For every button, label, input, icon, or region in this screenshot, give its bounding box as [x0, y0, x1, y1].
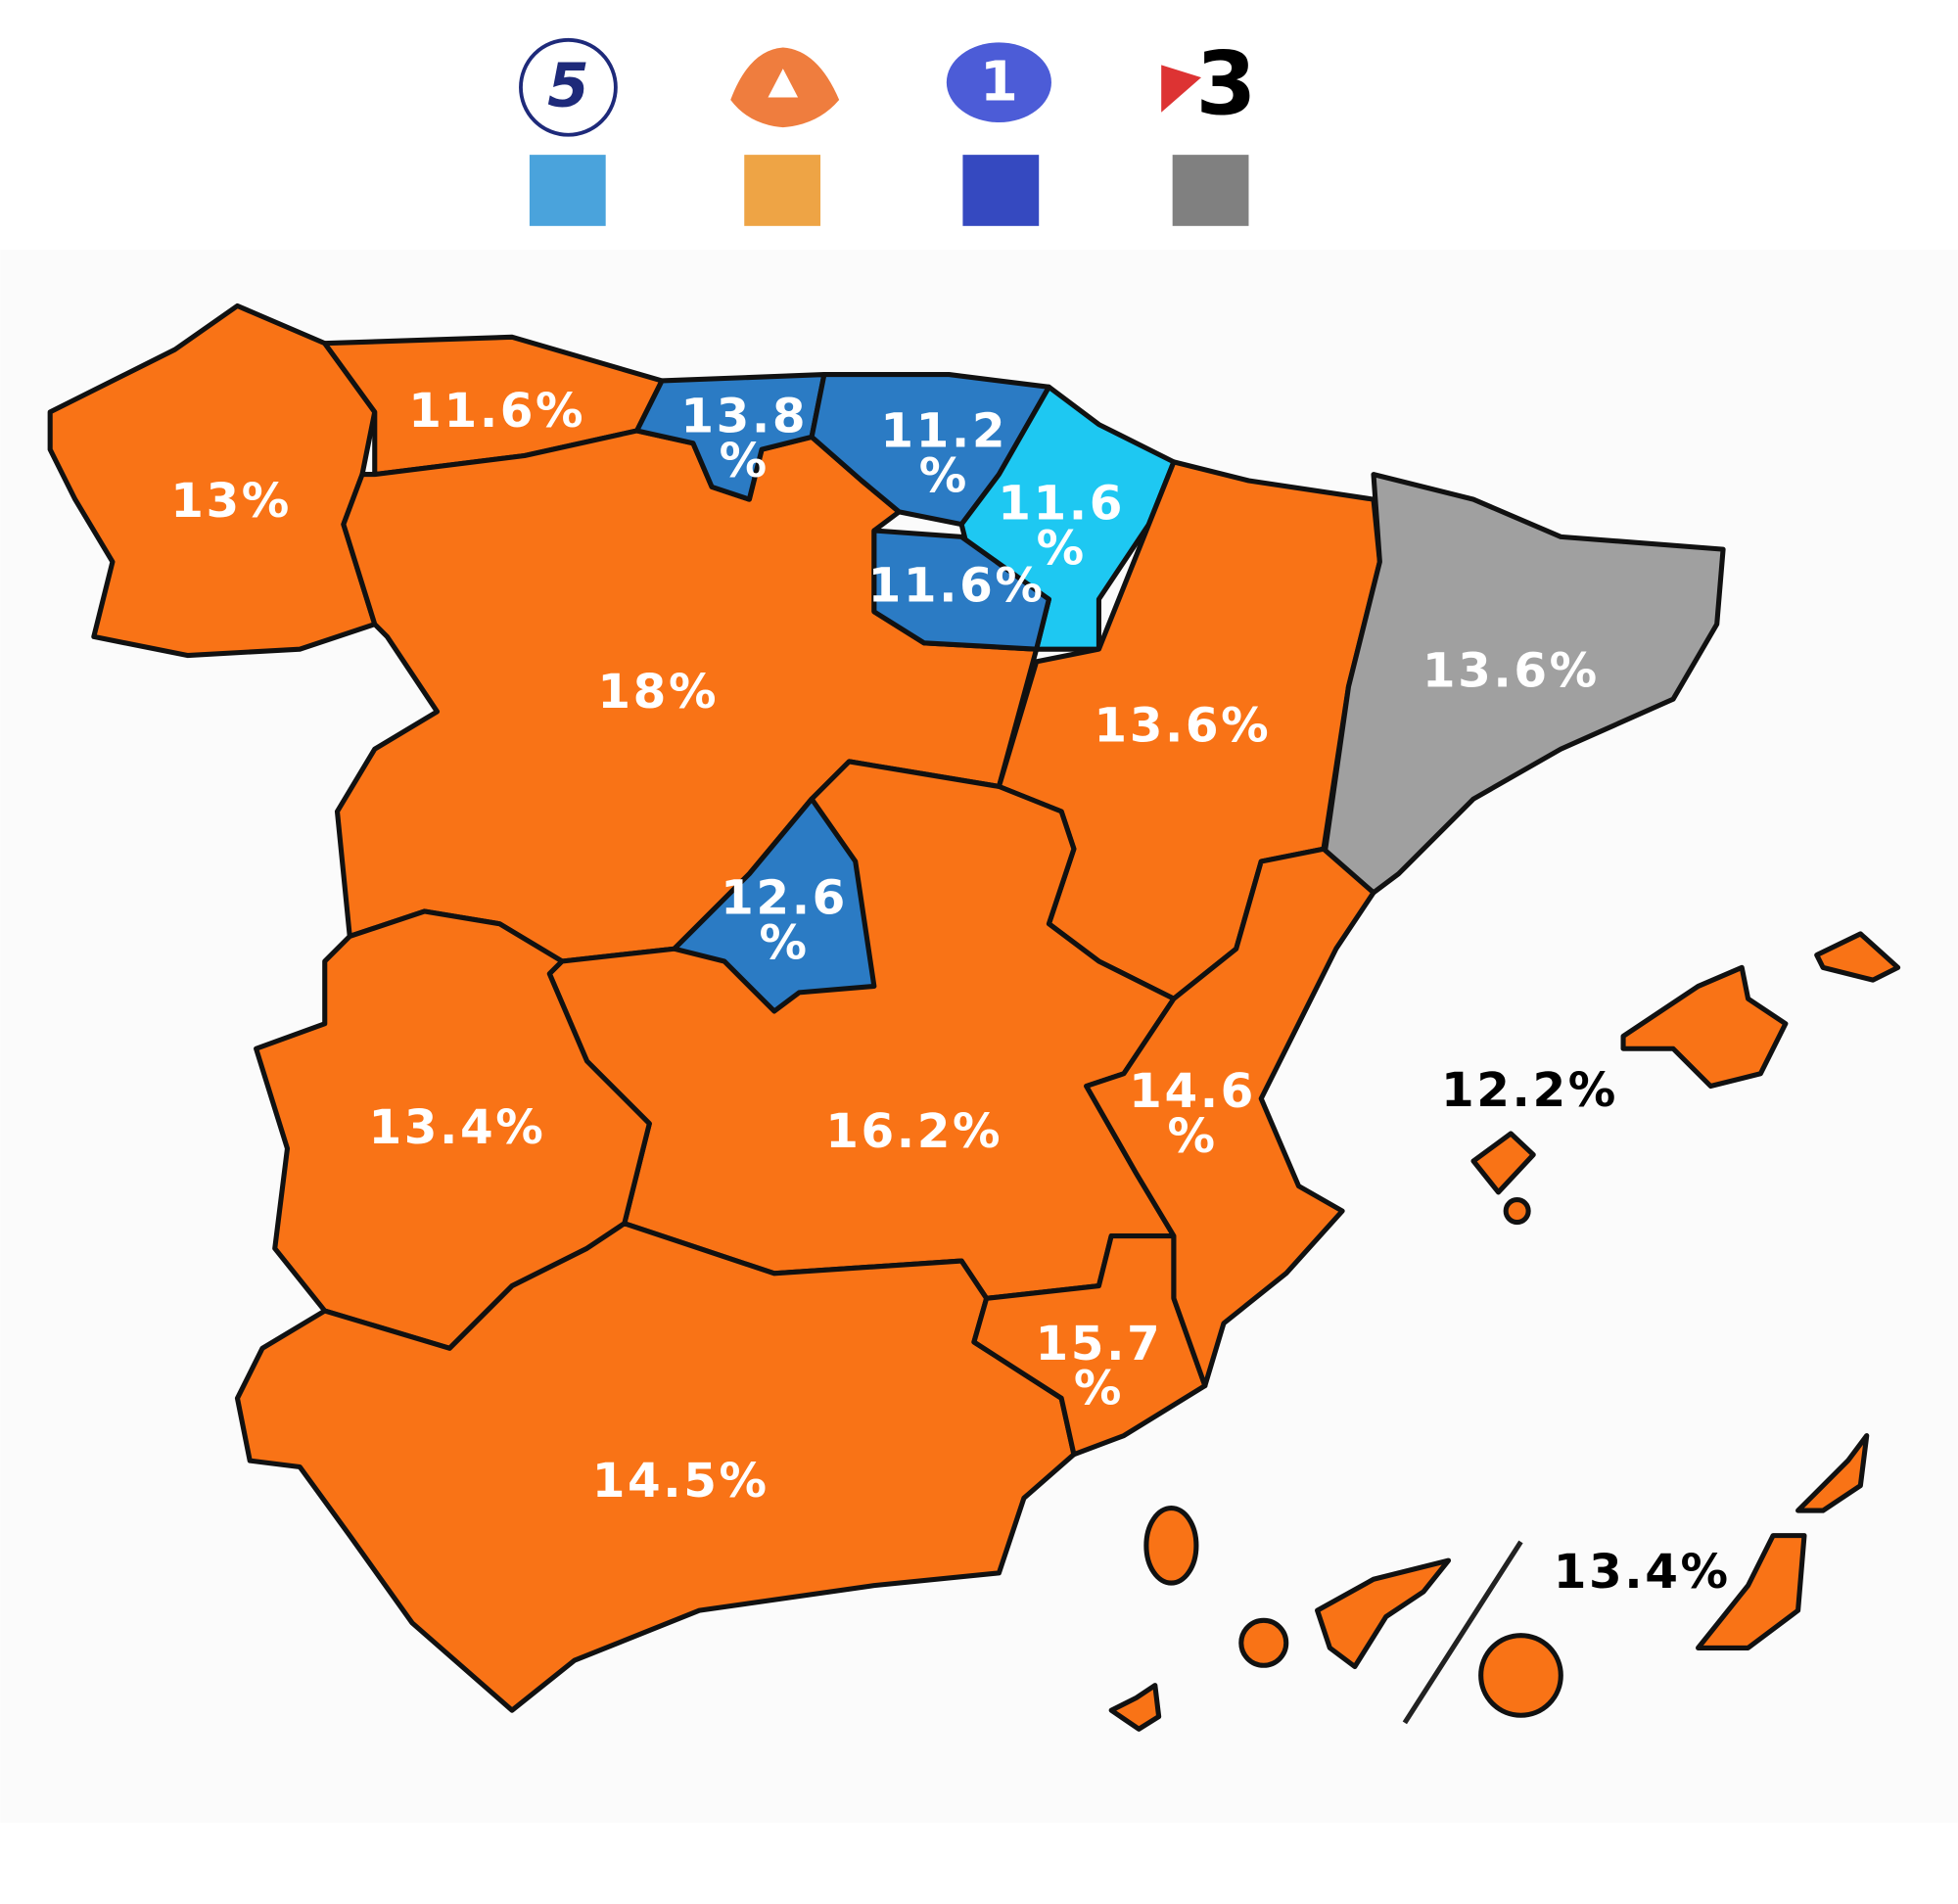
- label-line: 13.6%: [1422, 643, 1600, 698]
- label-line: 11.6%: [868, 559, 1046, 614]
- region-label: 11.6%: [998, 477, 1125, 577]
- island: [1108, 1683, 1162, 1732]
- label-line: %: [1037, 521, 1087, 576]
- label-line: %: [720, 434, 769, 488]
- label-line: 13.4%: [368, 1100, 545, 1155]
- region-label: 13%: [170, 474, 292, 529]
- region-label: 14.6%: [1129, 1064, 1256, 1164]
- region-label: 13.4%: [368, 1100, 545, 1155]
- label-line: %: [1074, 1362, 1124, 1416]
- region-label: 13.6%: [1422, 643, 1600, 698]
- region-label: 11.6%: [868, 559, 1046, 614]
- island: [1814, 931, 1901, 983]
- region-label: 11.6%: [408, 384, 585, 439]
- logo-text: 1: [980, 50, 1018, 114]
- island: [1470, 1131, 1536, 1195]
- label-line: 12.2%: [1441, 1063, 1618, 1118]
- label-line: 13.4%: [1554, 1545, 1731, 1600]
- label-line: 15.7: [1036, 1317, 1163, 1371]
- label-line: 12.6: [721, 871, 848, 926]
- island: [1315, 1557, 1452, 1670]
- region-label: 11.2%: [880, 404, 1007, 504]
- labels: 13%11.6% 13.8 %11.2 %11.6 %11.6%18%13.6%13.6…: [170, 384, 1731, 1600]
- region-label: 13.8%: [680, 389, 808, 488]
- legend-swatch: [962, 155, 1040, 226]
- region: [234, 1221, 1077, 1713]
- logo-shape: [1161, 65, 1202, 113]
- regions: [47, 302, 1901, 1732]
- island: [1795, 1433, 1870, 1513]
- label-line: 14.5%: [592, 1454, 769, 1509]
- region: [672, 796, 877, 1014]
- label-line: 13.8: [680, 389, 808, 443]
- label-line: 11.2: [880, 404, 1007, 459]
- region-label: 16.2%: [825, 1104, 1002, 1159]
- island: [1478, 1633, 1563, 1718]
- region: [871, 528, 1051, 652]
- region: [1321, 472, 1726, 896]
- legend: 5 1 3: [519, 33, 1257, 226]
- region-label: 18%: [597, 665, 719, 720]
- logo-glow: [946, 42, 1051, 122]
- region-label: 13.6%: [1094, 699, 1271, 754]
- region-label: 15.7%: [1036, 1317, 1163, 1416]
- island: [1238, 1617, 1289, 1668]
- region: [958, 384, 1177, 652]
- island: [1620, 964, 1789, 1090]
- label-line: 11.6%: [408, 384, 585, 439]
- label-line: 11.6: [998, 477, 1125, 532]
- separator: [1402, 1540, 1523, 1725]
- label-line: %: [759, 915, 809, 970]
- region-label: 14.5%: [592, 1454, 769, 1509]
- region-label: 12.6%: [721, 871, 848, 971]
- label-line: 18%: [597, 665, 719, 720]
- label-line: 14.6: [1129, 1064, 1256, 1119]
- region: [1084, 846, 1376, 1389]
- region-label: 13.4%: [1554, 1545, 1731, 1600]
- label-line: 16.2%: [825, 1104, 1002, 1159]
- region-label: 12.2%: [1441, 1063, 1618, 1118]
- logo-shape: [768, 69, 799, 98]
- legend-swatch: [1172, 155, 1249, 226]
- label-line: 13.6%: [1094, 699, 1271, 754]
- label-line: 13%: [170, 474, 292, 529]
- island: [1143, 1506, 1199, 1586]
- logo-ring: [519, 37, 618, 137]
- island: [1696, 1533, 1807, 1650]
- logo-text: 3: [1195, 33, 1256, 135]
- label-line: %: [919, 448, 969, 503]
- legend-swatch: [529, 155, 606, 226]
- legend-swatch: [744, 155, 821, 226]
- label-line: %: [1168, 1109, 1218, 1164]
- logo-text: 5: [547, 51, 589, 120]
- island: [1503, 1197, 1531, 1226]
